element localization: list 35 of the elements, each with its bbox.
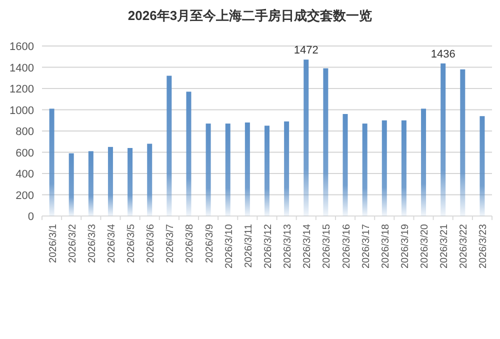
x-tick-label: 2026/3/2 xyxy=(67,224,78,263)
y-tick-label: 800 xyxy=(16,126,34,138)
title: 2026年3月至今上海二手房日成交套数一览 xyxy=(128,8,372,23)
x-tick-label: 2026/3/17 xyxy=(360,224,372,268)
y-tick-label: 400 xyxy=(16,168,34,180)
x-tick-label: 2026/3/5 xyxy=(126,224,138,263)
y-tick-label: 0 xyxy=(28,211,34,223)
x-tick-label: 2026/3/22 xyxy=(458,224,470,268)
x-tick-label: 2026/3/11 xyxy=(243,224,254,268)
x-tick-label: 2026/3/13 xyxy=(282,224,294,268)
x-tick-label: 2026/3/4 xyxy=(106,224,118,263)
x-tick-label: 2026/3/20 xyxy=(420,224,431,268)
x-tick-label: 2026/3/15 xyxy=(322,224,333,268)
x-tick-label: 2026/3/9 xyxy=(204,224,216,263)
y-tick-label: 200 xyxy=(16,190,34,202)
data-label: 1472 xyxy=(294,44,318,57)
x-tick-label: 2026/3/19 xyxy=(400,224,411,268)
data-label: 1436 xyxy=(430,48,456,60)
x-tick-label: 2026/3/12 xyxy=(263,224,274,268)
y-tick-label: 1600 xyxy=(10,41,34,53)
x-tick-label: 2026/3/21 xyxy=(439,224,450,268)
y-tick-label: 1400 xyxy=(10,62,34,74)
x-tick-label: 2026/3/1 xyxy=(48,224,59,263)
y-tick-label: 1200 xyxy=(10,84,34,96)
y-tick-label: 1000 xyxy=(10,104,34,117)
x-tick-label: 2026/3/23 xyxy=(478,224,490,268)
x-tick-label: 2026/3/14 xyxy=(302,224,314,268)
x-tick-label: 2026/3/8 xyxy=(184,224,196,263)
x-tick-label: 2026/3/18 xyxy=(380,224,392,268)
x-tick-label: 2026/3/10 xyxy=(224,224,235,268)
y-tick-label: 600 xyxy=(16,147,34,160)
x-tick-label: 2026/3/7 xyxy=(165,224,176,263)
x-tick-label: 2026/3/3 xyxy=(86,224,98,263)
x-tick-label: 2026/3/16 xyxy=(341,224,352,268)
x-tick-label: 2026/3/6 xyxy=(146,224,157,263)
